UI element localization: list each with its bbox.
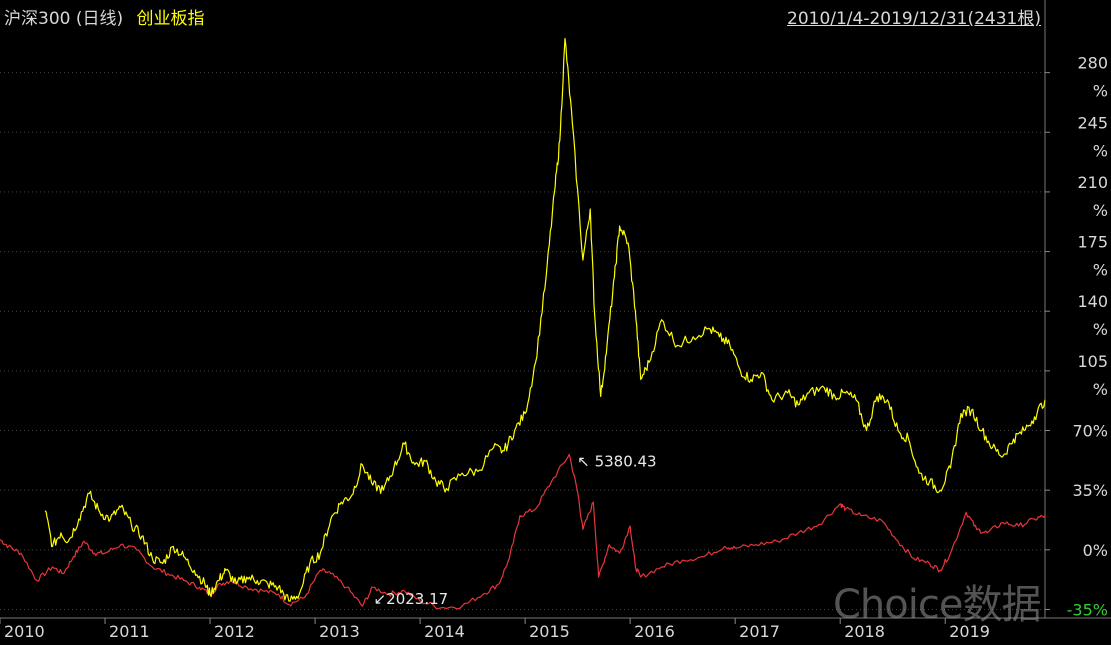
- x-tick-label: 2015: [529, 622, 570, 641]
- watermark-logo: Choice数据: [833, 582, 1041, 628]
- legend-series-a[interactable]: 沪深300 (日线): [4, 9, 124, 29]
- y-tick-label: 245: [1077, 113, 1108, 132]
- y-tick-label: 35%: [1072, 481, 1108, 500]
- x-tick-label: 2012: [214, 622, 255, 641]
- y-tick-unit: %: [1093, 261, 1108, 280]
- y-tick-label: 70%: [1072, 422, 1108, 441]
- x-tick-label: 2011: [109, 622, 150, 641]
- chart-legend: 沪深300 (日线) 创业板指: [4, 4, 205, 29]
- y-tick-label: 210: [1077, 173, 1108, 192]
- y-tick-unit: %: [1093, 380, 1108, 399]
- date-range-label[interactable]: 2010/1/4-2019/12/31(2431根): [787, 9, 1041, 29]
- y-tick-label: 140: [1077, 292, 1108, 311]
- annotations: ↖ 5380.43 ↙2023.17: [374, 452, 657, 608]
- x-tick-label: 2013: [319, 622, 360, 641]
- y-tick-unit: %: [1093, 141, 1108, 160]
- y-tick-unit: %: [1093, 201, 1108, 220]
- series-layer: [0, 37, 1046, 610]
- annotation-low: ↙2023.17: [374, 590, 449, 608]
- series-line-chinext: [44, 37, 1046, 602]
- annotation-high: ↖ 5380.43: [577, 452, 656, 470]
- x-tick-label: 2017: [739, 622, 780, 641]
- x-tick-label: 2010: [4, 622, 45, 641]
- x-tick-label: 2019: [949, 622, 990, 641]
- y-tick-unit: %: [1093, 82, 1108, 101]
- x-tick-label: 2018: [844, 622, 885, 641]
- series-line-hs300: [0, 453, 1046, 610]
- y-tick-unit: %: [1093, 320, 1108, 339]
- y-tick-label: 105: [1077, 352, 1108, 371]
- y-tick-label: 175: [1077, 233, 1108, 252]
- x-tick-label: 2014: [424, 622, 465, 641]
- y-tick-label: 280: [1077, 54, 1108, 73]
- y-axis-ticks: 280% 245% 210% 175% 140% 105% 70% 35% 0% -35%: [1067, 54, 1108, 620]
- y-tick-label: 0%: [1083, 541, 1108, 560]
- x-tick-label: 2016: [634, 622, 675, 641]
- y-tick-label: -35%: [1067, 600, 1108, 619]
- legend-series-b[interactable]: 创业板指: [136, 9, 205, 29]
- x-axis-ticks: 2010 2011 2012 2013 2014 2015 2016 2017 2018 2019: [4, 622, 990, 641]
- chart-frame: [0, 0, 1111, 624]
